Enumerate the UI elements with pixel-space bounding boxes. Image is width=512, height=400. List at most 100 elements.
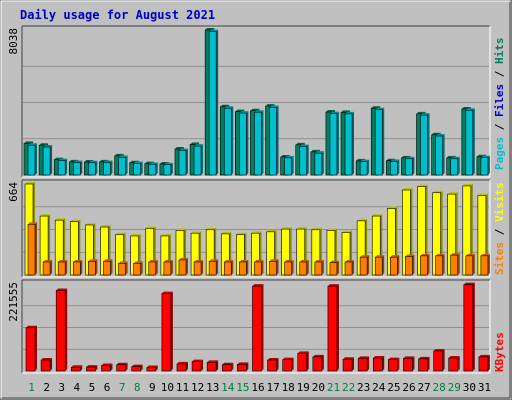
bar-kbytes-day-28 xyxy=(433,350,443,372)
bar-sites-day-29 xyxy=(450,254,459,276)
bar-sites-day-30 xyxy=(465,255,474,276)
x-label-day-20: 20 xyxy=(312,381,325,394)
bar-sites-day-22 xyxy=(344,261,353,276)
bar-sites-day-31 xyxy=(480,255,489,276)
bar-sites-day-3 xyxy=(57,261,66,276)
bar-sites-day-1 xyxy=(27,223,36,276)
bar-sites-day-4 xyxy=(72,261,81,276)
bar-kbytes-day-22 xyxy=(342,358,353,372)
bar-pages-day-15 xyxy=(239,112,247,176)
x-label-day-14: 14 xyxy=(221,381,235,394)
bar-sites-day-13 xyxy=(208,260,217,276)
bar-sites-day-15 xyxy=(239,261,247,276)
bar-pages-day-26 xyxy=(405,158,413,176)
y-max-label-sites-visits: 664 xyxy=(7,182,20,202)
x-label-day-5: 5 xyxy=(89,381,96,394)
bar-kbytes-day-20 xyxy=(312,356,323,372)
x-label-day-28: 28 xyxy=(433,381,446,394)
x-label-day-4: 4 xyxy=(74,381,81,394)
x-label-day-19: 19 xyxy=(297,381,310,394)
bar-pages-day-20 xyxy=(314,152,323,176)
bar-sites-day-12 xyxy=(193,261,202,276)
x-label-day-9: 9 xyxy=(149,381,156,394)
legend-visits: Visits xyxy=(493,182,506,222)
bar-kbytes-day-31 xyxy=(478,356,489,372)
bar-pages-day-31 xyxy=(480,157,489,176)
bar-sites-day-28 xyxy=(435,255,443,276)
bar-pages-day-25 xyxy=(390,161,398,176)
x-label-day-16: 16 xyxy=(251,381,264,394)
bar-sites-day-25 xyxy=(390,256,398,276)
bar-pages-day-22 xyxy=(344,113,353,176)
bar-kbytes-day-4 xyxy=(70,366,81,372)
bar-sites-day-8 xyxy=(133,263,141,276)
bar-sites-day-21 xyxy=(329,262,338,276)
x-label-day-11: 11 xyxy=(176,381,189,394)
x-label-day-27: 27 xyxy=(417,381,430,394)
x-label-day-18: 18 xyxy=(282,381,295,394)
bar-pages-day-12 xyxy=(193,145,202,176)
bar-pages-day-4 xyxy=(72,162,81,176)
legend-sites: Sites xyxy=(493,242,506,275)
bar-pages-day-14 xyxy=(223,107,232,176)
bar-kbytes-day-21 xyxy=(327,285,338,372)
bar-pages-day-1 xyxy=(27,144,36,176)
bar-sites-day-2 xyxy=(42,261,51,276)
bar-pages-day-5 xyxy=(88,162,96,176)
legend-kbytes: KBytes xyxy=(493,332,506,372)
x-label-day-3: 3 xyxy=(58,381,65,394)
bar-kbytes-day-9 xyxy=(146,367,157,372)
bar-kbytes-day-6 xyxy=(101,365,111,372)
x-label-day-10: 10 xyxy=(161,381,174,394)
chart-title: Daily usage for August 2021 xyxy=(20,8,215,22)
bar-pages-day-6 xyxy=(103,162,111,176)
bar-sites-day-27 xyxy=(420,255,428,276)
bar-pages-day-3 xyxy=(57,160,66,176)
bar-kbytes-day-1 xyxy=(25,327,36,372)
x-label-day-1: 1 xyxy=(28,381,35,394)
bar-kbytes-day-15 xyxy=(237,364,247,372)
x-label-day-21: 21 xyxy=(327,381,340,394)
x-label-day-2: 2 xyxy=(43,381,50,394)
x-label-day-31: 31 xyxy=(478,381,491,394)
legend-pages-files-hits: Pages / Files / Hits xyxy=(493,38,506,171)
bar-kbytes-day-3 xyxy=(55,290,66,372)
bar-pages-day-10 xyxy=(163,164,172,176)
bar-pages-day-24 xyxy=(374,109,383,176)
x-label-day-13: 13 xyxy=(206,381,219,394)
bar-sites-day-16 xyxy=(254,261,262,276)
x-label-day-23: 23 xyxy=(357,381,370,394)
bar-sites-day-23 xyxy=(359,256,368,276)
y-max-label-pages-files-hits: 8038 xyxy=(7,28,20,55)
bar-kbytes-day-10 xyxy=(161,293,172,372)
x-label-day-15: 15 xyxy=(236,381,249,394)
bar-sites-day-20 xyxy=(314,261,323,276)
x-label-day-22: 22 xyxy=(342,381,355,394)
x-label-day-12: 12 xyxy=(191,381,204,394)
bar-pages-day-13 xyxy=(208,31,217,176)
legend-files: Files xyxy=(493,84,506,117)
bar-kbytes-day-18 xyxy=(282,359,292,372)
bar-kbytes-day-8 xyxy=(131,366,141,372)
x-label-day-25: 25 xyxy=(387,381,400,394)
bar-pages-day-7 xyxy=(118,157,126,176)
bar-kbytes-day-12 xyxy=(191,361,202,372)
bar-kbytes-day-25 xyxy=(388,359,398,372)
x-label-day-6: 6 xyxy=(104,381,111,394)
x-label-day-24: 24 xyxy=(372,381,386,394)
x-label-day-29: 29 xyxy=(448,381,461,394)
bar-pages-day-16 xyxy=(254,111,262,176)
bar-pages-day-21 xyxy=(329,113,338,176)
bar-pages-day-30 xyxy=(465,109,474,176)
bar-kbytes-day-14 xyxy=(221,364,232,372)
bar-sites-day-19 xyxy=(299,261,308,276)
bar-kbytes-day-5 xyxy=(86,366,96,372)
bar-pages-day-28 xyxy=(435,135,443,176)
x-label-day-8: 8 xyxy=(134,381,141,394)
bar-kbytes-day-19 xyxy=(297,353,308,372)
bar-sites-day-14 xyxy=(223,261,232,276)
bar-pages-day-11 xyxy=(178,150,187,176)
bar-pages-day-8 xyxy=(133,163,141,176)
bar-pages-day-27 xyxy=(420,114,428,176)
